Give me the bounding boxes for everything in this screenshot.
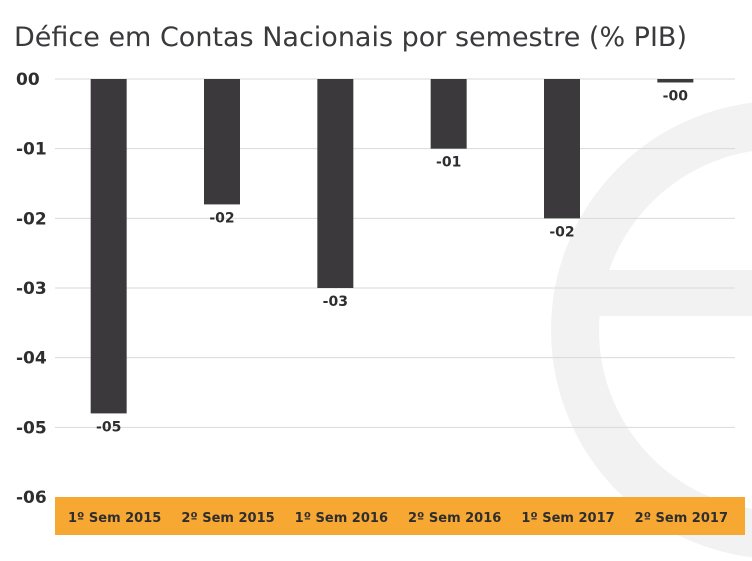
bar <box>204 79 240 205</box>
y-tick-label: -02 <box>16 209 47 229</box>
bar <box>657 79 694 83</box>
y-tick-label: -06 <box>16 488 47 508</box>
y-tick-label: 00 <box>16 70 40 90</box>
data-label: -05 <box>96 419 121 435</box>
y-tick-label: -01 <box>16 140 47 160</box>
bars <box>90 79 694 414</box>
gridlines <box>55 78 735 428</box>
x-tick-label: 2º Sem 2016 <box>408 511 501 526</box>
x-tick-label: 2º Sem 2017 <box>635 511 728 526</box>
bar <box>430 79 467 149</box>
y-tick-label: -03 <box>16 279 47 299</box>
x-tick-label: 2º Sem 2015 <box>181 511 274 526</box>
y-tick-label: -04 <box>16 349 47 369</box>
data-labels: -05 -02 -03 -01 -02 -00 <box>96 88 688 435</box>
watermark-logo <box>551 102 752 558</box>
x-tick-label: 1º Sem 2017 <box>521 511 614 526</box>
data-label: -02 <box>209 210 234 226</box>
chart-title: Défice em Contas Nacionais por semestre … <box>14 22 687 53</box>
bar <box>317 79 354 288</box>
data-label: -03 <box>323 294 348 310</box>
data-label: -00 <box>663 88 689 104</box>
x-tick-label: 1º Sem 2015 <box>68 511 161 526</box>
data-label: -01 <box>436 155 461 171</box>
data-label: -02 <box>549 224 574 240</box>
bar <box>90 79 127 414</box>
y-axis: 00 -01 -02 -03 -04 -05 -06 <box>16 70 47 508</box>
category-band <box>55 497 745 535</box>
y-tick-label: -05 <box>16 418 47 438</box>
bar <box>544 79 580 219</box>
x-axis: 1º Sem 2015 2º Sem 2015 1º Sem 2016 2º Sem … <box>68 511 728 526</box>
x-tick-label: 1º Sem 2016 <box>295 511 388 526</box>
